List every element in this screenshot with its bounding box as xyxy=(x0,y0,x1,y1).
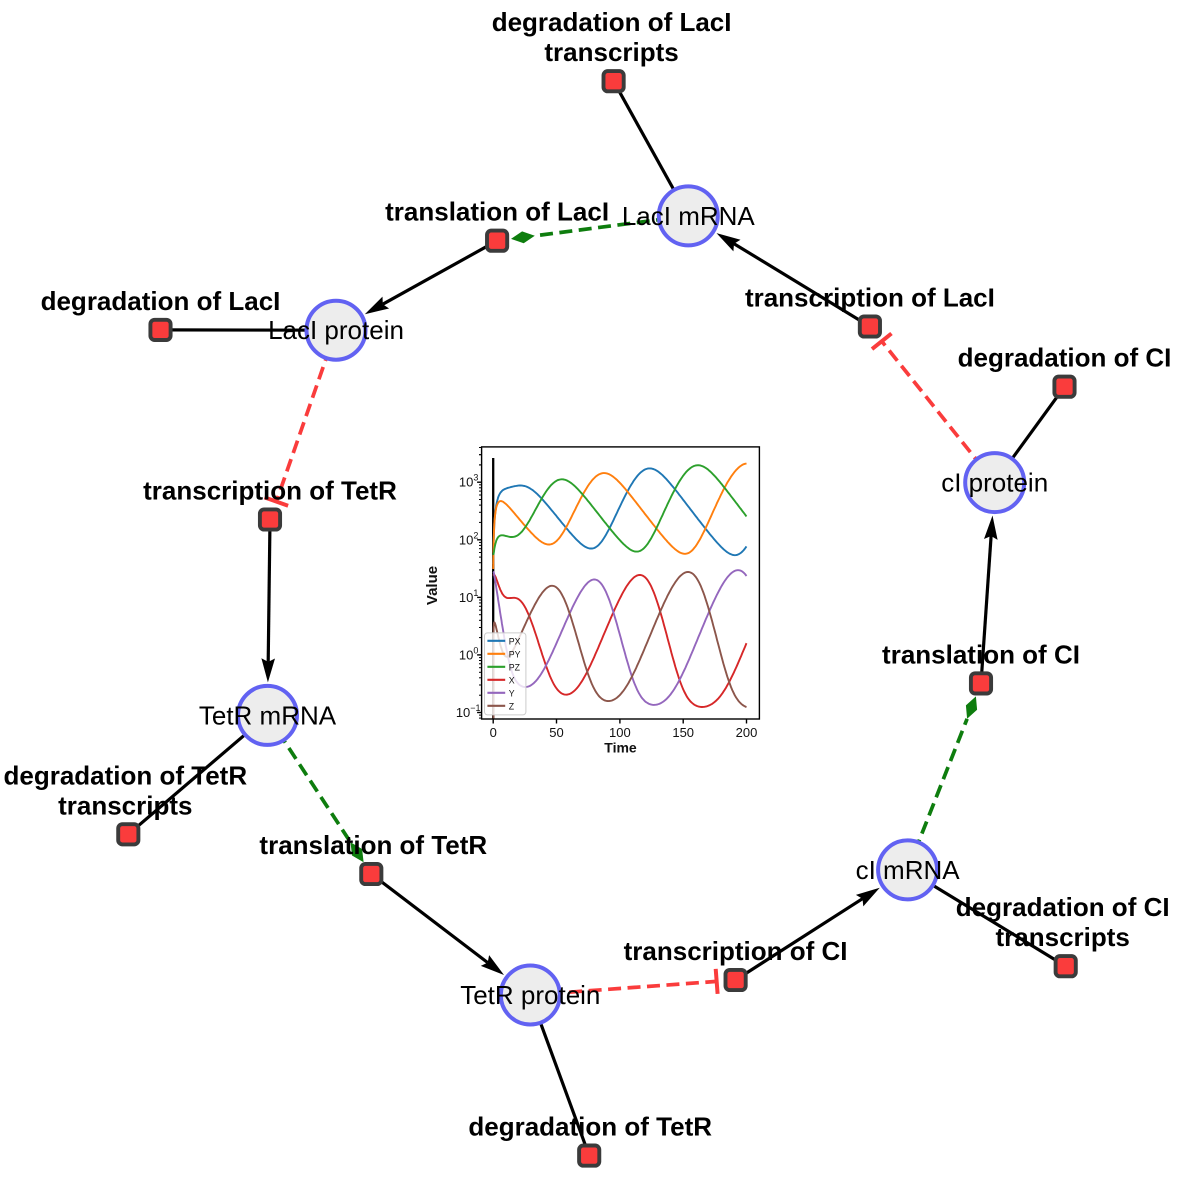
svg-text:TetR mRNA: TetR mRNA xyxy=(199,700,337,730)
svg-text:translation of CI: translation of CI xyxy=(882,639,1080,669)
svg-text:transcripts: transcripts xyxy=(58,790,192,820)
svg-text:LacI mRNA: LacI mRNA xyxy=(622,201,756,231)
svg-text:10: 10 xyxy=(459,590,473,605)
svg-text:Value: Value xyxy=(424,566,441,605)
svg-text:0: 0 xyxy=(490,725,497,740)
svg-text:10: 10 xyxy=(456,705,470,720)
svg-text:2: 2 xyxy=(473,530,478,540)
svg-text:degradation of CI: degradation of CI xyxy=(956,892,1170,922)
svg-text:degradation of TetR: degradation of TetR xyxy=(3,760,247,790)
svg-text:cI mRNA: cI mRNA xyxy=(856,855,961,885)
svg-text:PZ: PZ xyxy=(509,662,521,672)
svg-text:degradation of TetR: degradation of TetR xyxy=(468,1112,712,1142)
svg-text:Time: Time xyxy=(604,740,637,756)
svg-text:transcripts: transcripts xyxy=(544,37,678,67)
svg-text:LacI protein: LacI protein xyxy=(268,315,404,345)
svg-text:Y: Y xyxy=(509,688,515,698)
svg-text:0: 0 xyxy=(473,645,478,655)
svg-text:200: 200 xyxy=(736,725,758,740)
svg-text:cI protein: cI protein xyxy=(941,468,1048,498)
svg-text:10: 10 xyxy=(459,475,473,490)
svg-text:−1: −1 xyxy=(470,703,480,713)
svg-text:degradation of CI: degradation of CI xyxy=(958,343,1172,373)
svg-text:translation of TetR: translation of TetR xyxy=(259,830,487,860)
svg-text:transcription of LacI: transcription of LacI xyxy=(745,283,995,313)
svg-text:10: 10 xyxy=(459,532,473,547)
svg-text:degradation of LacI: degradation of LacI xyxy=(492,7,732,37)
svg-text:100: 100 xyxy=(609,725,631,740)
svg-text:transcription of CI: transcription of CI xyxy=(624,936,848,966)
svg-text:3: 3 xyxy=(473,473,478,483)
svg-text:1: 1 xyxy=(473,588,478,598)
svg-text:50: 50 xyxy=(549,725,563,740)
svg-text:degradation of LacI: degradation of LacI xyxy=(41,286,281,316)
svg-text:150: 150 xyxy=(672,725,694,740)
svg-text:PX: PX xyxy=(509,636,521,646)
svg-text:10: 10 xyxy=(459,647,473,662)
svg-text:X: X xyxy=(509,675,515,685)
svg-text:transcription of TetR: transcription of TetR xyxy=(143,476,397,506)
svg-text:PY: PY xyxy=(509,649,521,659)
svg-text:translation of LacI: translation of LacI xyxy=(385,197,609,227)
svg-text:Z: Z xyxy=(509,701,515,711)
svg-text:TetR protein: TetR protein xyxy=(460,980,600,1010)
svg-text:transcripts: transcripts xyxy=(996,922,1130,952)
